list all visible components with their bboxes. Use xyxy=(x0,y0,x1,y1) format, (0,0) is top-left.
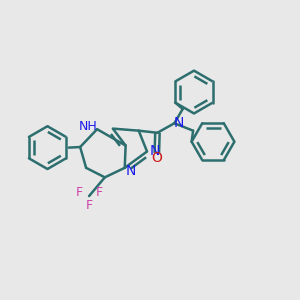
Text: F: F xyxy=(85,199,93,212)
Text: F: F xyxy=(76,186,83,199)
Text: O: O xyxy=(152,151,162,165)
Text: N: N xyxy=(149,145,160,158)
Text: F: F xyxy=(95,186,102,199)
Text: N: N xyxy=(174,116,184,130)
Text: N: N xyxy=(126,164,136,178)
Text: NH: NH xyxy=(79,120,98,133)
